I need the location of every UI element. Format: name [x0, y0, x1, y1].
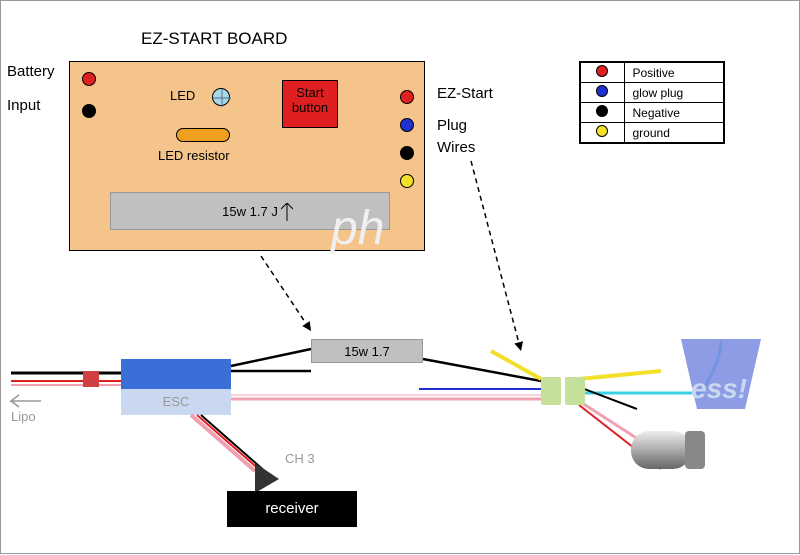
esc-to-receiver [1, 1, 800, 555]
bg-watermark: ph [331, 201, 384, 256]
receiver-label: receiver [265, 500, 318, 517]
receiver-box: receiver [227, 491, 357, 527]
ch3-label: CH 3 [285, 451, 315, 466]
